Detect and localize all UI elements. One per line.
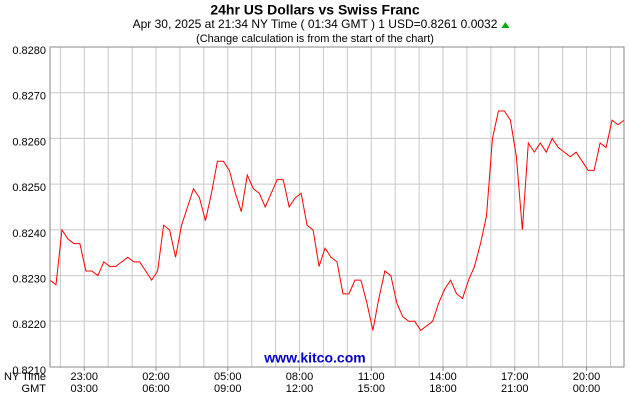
y-tick-label: 0.8260 (12, 136, 46, 148)
x-tick-label-gmt: 00:00 (573, 383, 601, 395)
x-tick-label: 11:00 (358, 371, 385, 383)
x-row-label: NY Time (4, 371, 46, 383)
y-tick-label: 0.8280 (12, 45, 46, 57)
x-tick-label: 20:00 (573, 371, 601, 383)
x-tick-label: 05:00 (214, 371, 242, 383)
change-up-icon (501, 22, 510, 28)
x-tick-label-gmt: 15:00 (358, 383, 386, 395)
price-line (49, 110, 625, 332)
x-tick-label-gmt: 06:00 (142, 383, 170, 395)
chart-subtitle: Apr 30, 2025 at 21:34 NY Time ( 01:34 GM… (133, 17, 498, 31)
x-tick-label-gmt: 12:00 (286, 383, 314, 395)
x-tick-label: 02:00 (142, 371, 170, 383)
y-tick-label: 0.8210 (12, 365, 46, 377)
x-tick-label-gmt: 21:00 (501, 383, 529, 395)
x-tick-label-gmt: 09:00 (214, 383, 242, 395)
x-tick-label: 23:00 (71, 371, 99, 383)
y-tick-label: 0.8240 (12, 228, 46, 240)
x-tick-label-gmt: 18:00 (429, 383, 457, 395)
x-tick-label: 17:00 (501, 371, 529, 383)
x-tick-label: 08:00 (286, 371, 314, 383)
watermark: www.kitco.com (263, 350, 365, 366)
chart-title: 24hr US Dollars vs Swiss Franc (210, 2, 420, 18)
y-tick-label: 0.8220 (12, 319, 46, 331)
y-tick-label: 0.8270 (12, 91, 46, 103)
y-tick-label: 0.8230 (12, 273, 46, 285)
y-tick-label: 0.8250 (12, 182, 46, 194)
x-row-label: GMT (22, 383, 47, 395)
x-tick-label: 14:00 (429, 371, 457, 383)
chart-note: (Change calculation is from the start of… (196, 33, 434, 45)
x-tick-label-gmt: 03:00 (71, 383, 99, 395)
plot-border (49, 46, 625, 368)
plot-area (50, 47, 624, 367)
